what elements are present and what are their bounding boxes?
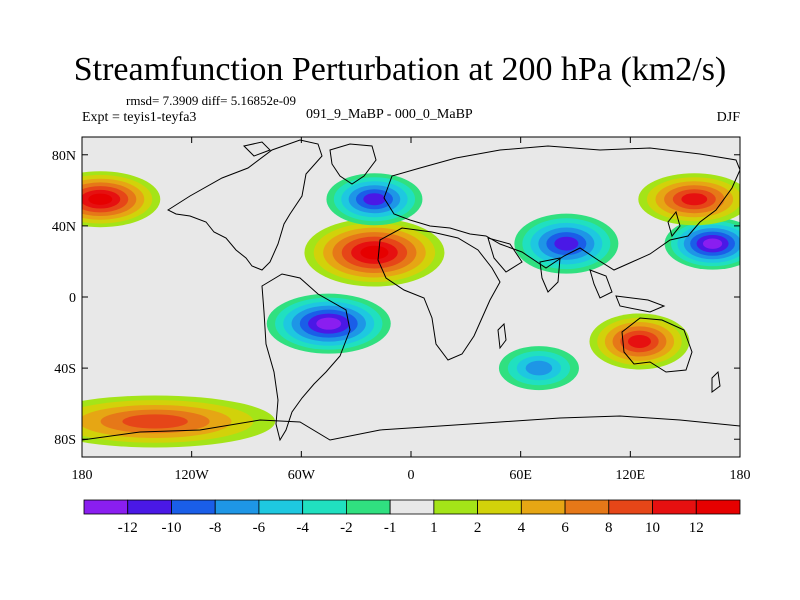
colorbar-label: -4 — [296, 520, 309, 536]
colorbar-swatch — [389, 499, 435, 515]
contour-negative-10 — [554, 236, 579, 251]
colorbar-swatch — [127, 499, 172, 515]
x-tick-label: 180 — [730, 468, 751, 483]
colorbar-swatch — [433, 499, 478, 515]
colorbar-label: -12 — [118, 520, 138, 536]
contour-negative-6 — [525, 360, 553, 376]
stats-label: rmsd= 7.3909 diff= 5.16852e-09 — [126, 93, 297, 108]
colorbar-label: -10 — [161, 520, 181, 536]
colorbar-swatch — [171, 499, 216, 515]
colorbar-label: -2 — [340, 520, 353, 536]
colorbar-label: 4 — [518, 520, 526, 536]
y-tick-label: 80N — [52, 149, 76, 164]
y-tick-label: 80S — [54, 433, 76, 448]
chart-title: Streamfunction Perturbation at 200 hPa (… — [73, 51, 727, 88]
colorbar-swatch — [652, 499, 697, 515]
colorbar-label: 2 — [474, 520, 482, 536]
colorbar-swatch — [302, 499, 347, 515]
colorbar-swatch — [214, 499, 260, 515]
contour-positive-12 — [88, 193, 113, 205]
colorbar-swatch — [345, 499, 391, 515]
contour-negative-10 — [363, 193, 386, 206]
colorbar-label: 8 — [605, 520, 613, 536]
colorbar-label: 6 — [561, 520, 569, 536]
colorbar-swatch — [477, 499, 522, 515]
colorbar-label: 12 — [689, 520, 704, 536]
experiment-label: Expt = teyis1-teyfa3 — [82, 110, 197, 125]
y-tick-label: 40S — [54, 362, 76, 377]
season-label: DJF — [716, 110, 740, 125]
colorbar-label: 1 — [430, 520, 438, 536]
colorbar-swatch — [564, 499, 610, 515]
contour-negative-12 — [702, 238, 723, 249]
coastlines — [82, 139, 740, 442]
x-tick-label: 0 — [408, 468, 415, 483]
y-tick-label: 0 — [69, 291, 76, 306]
x-tick-label: 120W — [175, 468, 210, 483]
x-tick-label: 60W — [288, 468, 316, 483]
colorbar-label: -8 — [209, 520, 222, 536]
comparison-label: 091_9_MaBP - 000_0_MaBP — [306, 107, 473, 122]
contour-negative-12 — [316, 317, 342, 330]
colorbar: -12 -10 -8 -6 -4 -2 -1 1 2 4 6 8 10 12 — [83, 499, 741, 536]
colorbar-label: -6 — [253, 520, 266, 536]
y-tick-label: 40N — [52, 220, 76, 235]
colorbar-label: 10 — [645, 520, 660, 536]
colorbar-swatch — [83, 499, 129, 515]
x-tick-label: 180 — [72, 468, 93, 483]
streamfunction-field — [82, 171, 740, 448]
contour-positive-10 — [681, 193, 708, 206]
colorbar-swatch — [695, 499, 741, 515]
x-tick-label: 60E — [509, 468, 532, 483]
contour-positive-12 — [360, 245, 389, 260]
colorbar-swatch — [608, 499, 653, 515]
contour-positive-8 — [122, 414, 188, 429]
axes: 180 120W 60W 0 60E 120E 180 80N 40N 0 40S 80S — [52, 137, 751, 483]
contour-positive-10 — [627, 334, 651, 348]
colorbar-label: -1 — [384, 520, 397, 536]
colorbar-swatch — [258, 499, 304, 515]
colorbar-swatch — [520, 499, 566, 515]
x-tick-label: 120E — [616, 468, 646, 483]
